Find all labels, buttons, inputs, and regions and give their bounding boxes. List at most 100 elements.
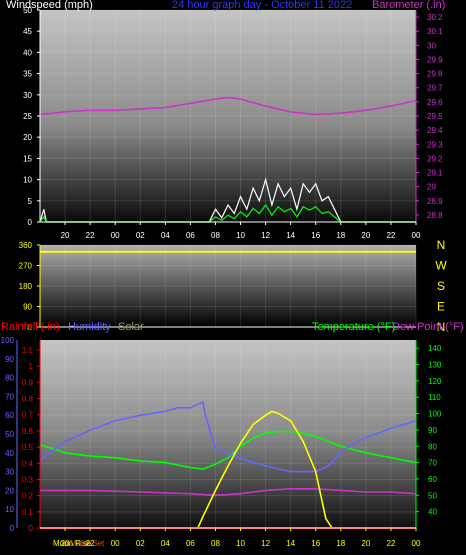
wind-series: [39, 96, 417, 223]
wind-x-tick-label: 00: [111, 231, 120, 240]
temperature-plot-area: [40, 340, 416, 528]
rainfall-y-tick-label: 0.8: [22, 395, 34, 404]
solar-line: [40, 410, 416, 529]
temperature-x-tick-label: 22: [86, 539, 95, 548]
temperature-line: [39, 430, 417, 470]
wind-x-tick-label: 22: [386, 231, 395, 240]
temperature-y-tick-label: 40: [428, 508, 437, 517]
wind-y-tick-label: 20: [23, 133, 32, 142]
barometer-y-tick-label: 30.1: [427, 27, 443, 36]
temperature-x-tick-label: 02: [136, 539, 145, 548]
wind-y-tick-label: 50: [23, 6, 32, 15]
temperature-x-tick-label: 08: [211, 539, 220, 548]
barometer-y-tick-label: 29.1: [427, 169, 443, 178]
wind-y-tick-label: 5: [28, 197, 33, 206]
humidity-line: [39, 400, 417, 473]
barometer-y-tick-label: 29.9: [427, 55, 443, 64]
barometer-axis-label: Barometer (.in): [372, 0, 445, 11]
temperature-y-tick-label: 90: [428, 426, 437, 435]
wind-x-tick-label: 08: [211, 231, 220, 240]
temperature-y-tick-label: 50: [428, 491, 437, 500]
rainfall-y-tick-label: 0: [29, 524, 34, 533]
temperature-y-tick-label: 80: [428, 442, 437, 451]
direction-axes: 0 90 180 270 360: [19, 241, 416, 332]
temperature-x-tick-label: 14: [286, 539, 295, 548]
moon-rise-label: Moon Rise: [53, 539, 92, 548]
humidity-y-tick-label: 30: [5, 468, 14, 477]
temperature-panel: 0 0.1 0.2 0.3 0.4 0.5 0.6 0.7 0.8 0.9 1 1.1 0 10 20 30 4…: [1, 321, 464, 548]
barometer-y-tick-label: 29.3: [427, 140, 443, 149]
humidity-y-tick-label: 40: [5, 449, 14, 458]
temperature-x-tick-label: 16: [311, 539, 320, 548]
direction-y-tick-label: 0: [28, 323, 33, 332]
wind-plot-area: [40, 10, 416, 222]
temperature-x-tick-label: 20: [61, 539, 70, 548]
direction-y-tick-label: 90: [23, 303, 32, 312]
wind-x-tick-label: 04: [161, 231, 170, 240]
rainfall-axis-label: Rainfall (.in): [1, 321, 60, 333]
windspeed-axis-label: Windspeed (mph): [6, 0, 93, 11]
temperature-y-tick-label: 60: [428, 475, 437, 484]
average-wind-line: [39, 203, 416, 223]
wind-y-tick-label: 35: [23, 70, 32, 79]
solar-axis-label: Solar: [118, 321, 144, 333]
wind-x-tick-label: 06: [186, 231, 195, 240]
temperature-y-tick-label: 120: [428, 377, 442, 386]
rainfall-y-tick-label: 0.3: [22, 475, 34, 484]
wind-y-tick-label: 45: [23, 27, 32, 36]
humidity-y-tick-label: 10: [5, 505, 14, 514]
compass-letter: W: [435, 259, 447, 273]
direction-y-tick-label: 180: [19, 282, 33, 291]
humidity-axis-label: Humidity: [68, 321, 111, 333]
graph-title: 24 hour graph day - October 11 2022: [172, 0, 352, 11]
wind-barometer-panel: 0 5 10 15 20 25 30 35 40 45 50 28.8 28.9 29 29.1 29.2 29…: [6, 0, 445, 240]
wind-x-tick-label: 00: [412, 231, 421, 240]
rainfall-y-tick-label: 1: [29, 362, 34, 371]
compass-letter: N: [437, 320, 446, 334]
wind-x-tick-label: 20: [61, 231, 70, 240]
wind-y-tick-label: 40: [23, 48, 32, 57]
temperature-y-tick-label: 110: [428, 393, 441, 402]
rainfall-y-tick-label: 1.1: [22, 346, 34, 355]
humidity-y-tick-label: 0: [10, 524, 15, 533]
wind-y-tick-label: 25: [23, 112, 32, 121]
wind-x-tick-label: 14: [286, 231, 295, 240]
moon-set-label: Moon Set: [70, 539, 105, 548]
wind-x-tick-label: 22: [86, 231, 95, 240]
wind-x-tick-label: 16: [311, 231, 320, 240]
dewpoint-line: [40, 487, 417, 497]
compass-letter: N: [437, 238, 446, 252]
temperature-axes: 0 0.1 0.2 0.3 0.4 0.5 0.6 0.7 0.8 0.9 1 1.1 0 10 20 30 4…: [1, 336, 442, 548]
barometer-y-tick-label: 29.7: [427, 84, 443, 93]
temperature-x-tick-label: 18: [336, 539, 345, 548]
barometer-y-tick-label: 28.9: [427, 197, 443, 206]
compass-letter: S: [437, 279, 445, 293]
rainfall-y-tick-label: 0.5: [22, 443, 34, 452]
barometer-y-tick-label: 30.2: [427, 13, 443, 22]
direction-plot-area: [40, 245, 416, 327]
humidity-y-tick-label: 20: [5, 486, 14, 495]
humidity-y-tick-label: 70: [5, 392, 14, 401]
direction-y-tick-label: 270: [19, 262, 33, 271]
windspeed-line: [39, 177, 416, 223]
wind-x-tick-label: 12: [261, 231, 270, 240]
temperature-x-tick-label: 20: [361, 539, 370, 548]
direction-y-tick-label: 360: [19, 241, 33, 250]
temperature-y-tick-label: 70: [428, 459, 437, 468]
humidity-y-tick-label: 50: [5, 430, 14, 439]
rainfall-y-tick-label: 0.9: [22, 378, 34, 387]
wind-y-tick-label: 10: [23, 176, 32, 185]
rainfall-y-tick-label: 0.7: [22, 411, 34, 420]
temperature-x-tick-label: 06: [186, 539, 195, 548]
rainfall-y-tick-label: 0.2: [22, 492, 34, 501]
wind-x-tick-label: 02: [136, 231, 145, 240]
dewpoint-axis-label: Dew Point (°F): [392, 321, 464, 333]
humidity-y-tick-label: 60: [5, 411, 14, 420]
wind-grid: [40, 9, 417, 223]
temperature-x-tick-label: 22: [386, 539, 395, 548]
temperature-x-tick-label: 04: [161, 539, 170, 548]
humidity-y-tick-label: 90: [5, 355, 14, 364]
temperature-axis-label: Temperature (°F): [312, 321, 395, 333]
